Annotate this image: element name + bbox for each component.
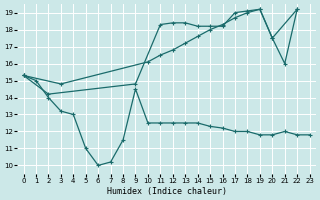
X-axis label: Humidex (Indice chaleur): Humidex (Indice chaleur) bbox=[107, 187, 227, 196]
